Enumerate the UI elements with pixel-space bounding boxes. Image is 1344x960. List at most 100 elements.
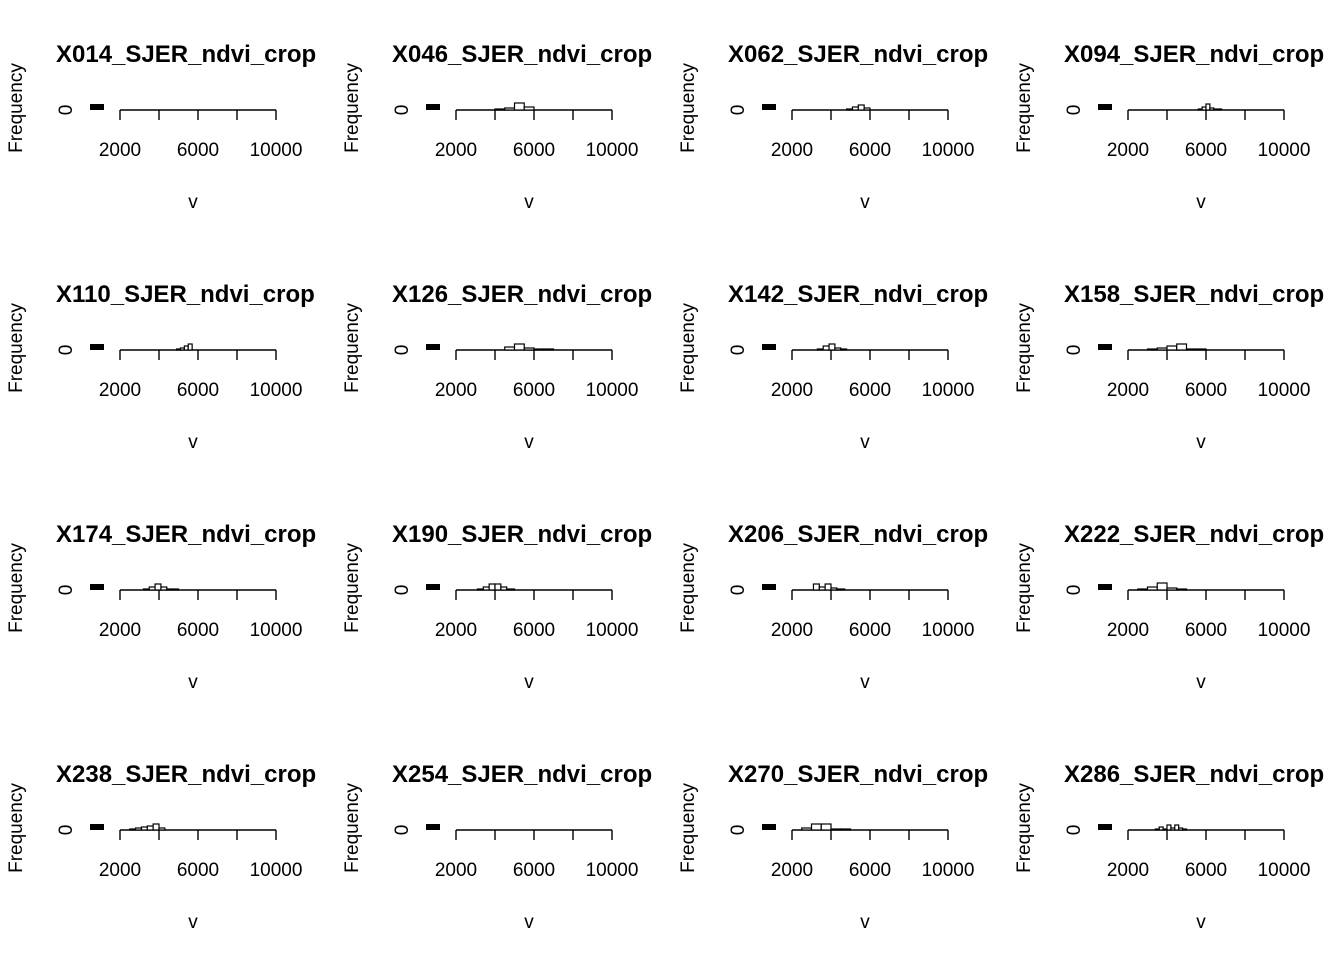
- x-tick-label: 2000: [435, 860, 477, 881]
- histogram-bar: [166, 588, 174, 591]
- histogram-bar: [504, 346, 516, 351]
- x-tick-label: 10000: [250, 620, 303, 641]
- histogram-bar: [140, 826, 148, 831]
- histogram-bar: [846, 108, 854, 111]
- y-axis-label: Frequency: [678, 63, 699, 153]
- histogram-bar: [187, 343, 193, 351]
- histogram-bar: [857, 104, 865, 111]
- zero-bin-bar: [762, 344, 776, 350]
- histogram-svg: X238_SJER_ndvi_crop Frequency 0 2000 6000 100…: [6, 761, 316, 933]
- x-tick-label: 10000: [1258, 860, 1311, 881]
- y-tick-label: 0: [728, 585, 749, 596]
- x-axis-label: v: [860, 432, 870, 453]
- zero-bin-bar: [90, 824, 104, 830]
- chart-title: X270_SJER_ndvi_crop: [728, 761, 988, 788]
- x-tick-label: 6000: [849, 380, 891, 401]
- chart-title: X190_SJER_ndvi_crop: [392, 521, 652, 548]
- histogram-bar: [533, 348, 545, 351]
- histogram-bar: [820, 823, 832, 831]
- histogram-bar: [506, 588, 516, 591]
- x-tick-label: 2000: [771, 860, 813, 881]
- zero-bin-bar: [1098, 344, 1112, 350]
- x-axis-label: v: [860, 192, 870, 213]
- y-tick-label: 0: [728, 105, 749, 116]
- histogram-bar: [836, 588, 846, 591]
- histogram-bar: [834, 347, 842, 351]
- zero-bin-bar: [426, 104, 440, 110]
- histogram-bar: [828, 343, 836, 351]
- histogram-svg: X062_SJER_ndvi_crop Frequency 0 2000 6000 100…: [678, 41, 988, 213]
- y-axis-label: Frequency: [342, 303, 363, 393]
- x-tick-label: 6000: [177, 860, 219, 881]
- histogram-bar: [523, 347, 535, 351]
- y-tick-label: 0: [392, 585, 413, 596]
- x-tick-label: 2000: [435, 140, 477, 161]
- histogram-svg: X142_SJER_ndvi_crop Frequency 0 2000 6000 100…: [678, 281, 988, 453]
- x-tick-label: 10000: [586, 380, 639, 401]
- chart-title: X062_SJER_ndvi_crop: [728, 41, 988, 68]
- y-axis-label: Frequency: [342, 63, 363, 153]
- chart-title: X158_SJER_ndvi_crop: [1064, 281, 1324, 308]
- histogram-bar: [504, 107, 516, 111]
- histogram-panel: X014_SJER_ndvi_crop Frequency 0 2000 6000 100…: [0, 0, 336, 240]
- y-axis-label: Frequency: [1014, 303, 1035, 393]
- y-tick-label: 0: [392, 825, 413, 836]
- x-tick-label: 2000: [1107, 860, 1149, 881]
- histogram-bar: [488, 583, 496, 591]
- x-tick-label: 2000: [435, 620, 477, 641]
- y-tick-label: 0: [1064, 345, 1085, 356]
- x-axis-label: v: [524, 192, 534, 213]
- zero-bin-bar: [426, 584, 440, 590]
- histogram-panel: X046_SJER_ndvi_crop Frequency 0 2000 6000 100…: [336, 0, 672, 240]
- histogram-bar: [135, 827, 143, 831]
- x-tick-label: 6000: [177, 620, 219, 641]
- histogram-bar: [1185, 348, 1207, 351]
- y-tick-label: 0: [728, 345, 749, 356]
- chart-title: X142_SJER_ndvi_crop: [728, 281, 988, 308]
- histogram-bar: [824, 583, 832, 591]
- histogram-bar: [1137, 588, 1149, 591]
- histogram-bar: [500, 586, 508, 591]
- histogram-svg: X222_SJER_ndvi_crop Frequency 0 2000 6000 100…: [1014, 521, 1324, 693]
- histogram-panel: X094_SJER_ndvi_crop Frequency 0 2000 6000 100…: [1008, 0, 1344, 240]
- y-tick-label: 0: [56, 345, 77, 356]
- histogram-bar: [818, 586, 826, 591]
- chart-title: X222_SJER_ndvi_crop: [1064, 521, 1324, 548]
- chart-title: X014_SJER_ndvi_crop: [56, 41, 316, 68]
- x-tick-label: 6000: [1185, 620, 1227, 641]
- histogram-panel: X062_SJER_ndvi_crop Frequency 0 2000 6000 100…: [672, 0, 1008, 240]
- histogram-bar: [160, 586, 168, 591]
- histogram-panel: X222_SJER_ndvi_crop Frequency 0 2000 6000 100…: [1008, 480, 1344, 720]
- histogram-bar: [863, 107, 871, 111]
- y-tick-label: 0: [56, 105, 77, 116]
- histogram-bar: [830, 828, 842, 831]
- x-tick-label: 2000: [1107, 140, 1149, 161]
- x-tick-label: 10000: [586, 620, 639, 641]
- x-tick-label: 10000: [922, 380, 975, 401]
- histogram-bar: [513, 343, 525, 351]
- histogram-svg: X270_SJER_ndvi_crop Frequency 0 2000 6000 100…: [678, 761, 988, 933]
- histogram-panel: X142_SJER_ndvi_crop Frequency 0 2000 6000 100…: [672, 240, 1008, 480]
- y-tick-label: 0: [1064, 105, 1085, 116]
- zero-bin-bar: [426, 344, 440, 350]
- x-tick-label: 2000: [99, 620, 141, 641]
- x-tick-label: 6000: [1185, 380, 1227, 401]
- histogram-panel: X270_SJER_ndvi_crop Frequency 0 2000 6000 100…: [672, 720, 1008, 960]
- x-tick-label: 2000: [771, 140, 813, 161]
- y-axis-label: Frequency: [6, 303, 27, 393]
- y-axis-label: Frequency: [6, 783, 27, 873]
- histogram-bar: [840, 828, 852, 831]
- x-axis-label: v: [1196, 432, 1206, 453]
- histogram-svg: X190_SJER_ndvi_crop Frequency 0 2000 6000 100…: [342, 521, 652, 693]
- histogram-bar: [1146, 586, 1158, 591]
- histogram-bar: [523, 106, 535, 111]
- chart-title: X094_SJER_ndvi_crop: [1064, 41, 1324, 68]
- histogram-svg: X158_SJER_ndvi_crop Frequency 0 2000 6000 100…: [1014, 281, 1324, 453]
- x-axis-label: v: [524, 432, 534, 453]
- histogram-bar: [801, 827, 813, 831]
- y-axis-label: Frequency: [342, 783, 363, 873]
- x-tick-label: 6000: [1185, 140, 1227, 161]
- histogram-bar: [482, 586, 490, 591]
- x-tick-label: 2000: [771, 620, 813, 641]
- histogram-bar: [816, 348, 824, 351]
